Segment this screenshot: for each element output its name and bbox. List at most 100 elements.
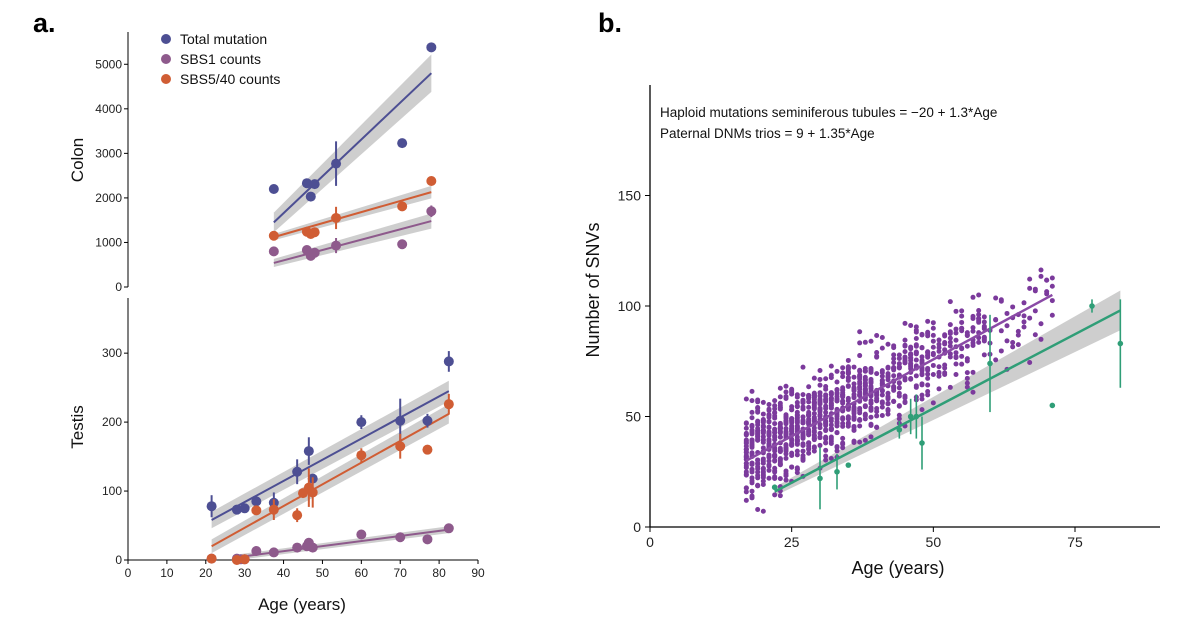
testis-xtick-label: 10 (160, 566, 174, 580)
legend-marker-sbs540 (161, 74, 171, 84)
snv-paternal-point (862, 366, 868, 372)
snv-paternal-point (1027, 276, 1033, 282)
snv-xtick-label: 25 (784, 534, 800, 550)
colon-chart: 0 1000 2000 3000 4000 5000 (95, 32, 437, 294)
snv-paternal-point (840, 435, 846, 441)
colon-sbs1-point (331, 240, 342, 251)
snv-paternal-point (936, 364, 942, 370)
snv-paternal-point (772, 474, 778, 480)
snv-paternal-point (925, 388, 931, 394)
snv-paternal-point (749, 478, 755, 484)
snv-paternal-point (783, 389, 789, 395)
snv-paternal-point (862, 437, 868, 443)
snv-haploid-ci-ribbon (774, 290, 1121, 497)
snv-paternal-point (755, 430, 761, 436)
snv-paternal-point (828, 390, 834, 396)
snv-paternal-point (902, 349, 908, 355)
testis-sbs540-point (239, 554, 250, 565)
snv-paternal-point (777, 493, 783, 499)
colon-total-point (397, 138, 408, 149)
snv-paternal-point (749, 422, 755, 428)
snv-paternal-point (834, 448, 840, 454)
snv-paternal-point (806, 384, 812, 390)
snv-paternal-point (868, 369, 874, 375)
snv-paternal-point (817, 430, 823, 436)
snv-paternal-point (840, 415, 846, 421)
snv-paternal-point (834, 413, 840, 419)
testis-xtick-label: 30 (238, 566, 252, 580)
snv-paternal-point (896, 364, 902, 370)
snv-paternal-point (851, 381, 857, 387)
snv-paternal-point (908, 357, 914, 363)
snv-paternal-point (760, 445, 766, 451)
snv-paternal-point (743, 425, 749, 431)
snv-paternal-point (919, 407, 925, 413)
snv-paternal-point (823, 409, 829, 415)
snv-paternal-point (1049, 298, 1055, 304)
snv-paternal-point (828, 455, 834, 461)
snv-haploid-point (907, 413, 914, 420)
snv-paternal-fit-line (745, 293, 1053, 462)
snv-paternal-point (811, 375, 817, 381)
testis-total-point (303, 446, 314, 457)
testis-sbs1-point (268, 547, 279, 558)
snv-paternal-point (879, 369, 885, 375)
snv-paternal-point (896, 380, 902, 386)
snv-paternal-point (1021, 300, 1027, 306)
snv-paternal-point (913, 351, 919, 357)
snv-paternal-point (823, 419, 829, 425)
snv-paternal-point (760, 456, 766, 462)
snv-paternal-point (930, 338, 936, 344)
snv-paternal-point (930, 344, 936, 350)
snv-paternal-point (834, 386, 840, 392)
snv-paternal-point (868, 383, 874, 389)
snv-paternal-point (947, 299, 953, 305)
snv-paternal-point (998, 297, 1004, 303)
snv-paternal-point (755, 437, 761, 443)
snv-chart: 0 50 100 150 0 25 50 75 (618, 85, 1160, 550)
snv-paternal-point (981, 352, 987, 358)
snv-paternal-point (1027, 285, 1033, 291)
snv-paternal-point (942, 340, 948, 346)
snv-paternal-point (789, 391, 795, 397)
colon-sbs540-point (309, 227, 320, 238)
snv-paternal-point (868, 407, 874, 413)
snv-paternal-point (953, 330, 959, 336)
snv-haploid-point (919, 440, 925, 446)
snv-paternal-point (817, 413, 823, 419)
snv-paternal-point (811, 394, 817, 400)
snv-paternal-point (981, 323, 987, 329)
snv-paternal-point (828, 434, 834, 440)
panel-b-label: b. (598, 8, 622, 38)
testis-sbs1-point (443, 523, 454, 534)
snv-paternal-point (1044, 291, 1050, 297)
snv-paternal-point (840, 393, 846, 399)
snv-paternal-point (834, 368, 840, 374)
snv-paternal-point (794, 452, 800, 458)
snv-paternal-point (857, 329, 863, 335)
snv-paternal-point (874, 424, 880, 430)
testis-xtick-label: 40 (277, 566, 291, 580)
snv-paternal-point (772, 410, 778, 416)
snv-paternal-point (783, 417, 789, 423)
snv-paternal-point (817, 382, 823, 388)
snv-paternal-point (760, 460, 766, 466)
snv-paternal-point (902, 377, 908, 383)
snv-paternal-point (743, 420, 749, 426)
snv-paternal-point (800, 448, 806, 454)
snv-paternal-point (1021, 319, 1027, 325)
snv-paternal-point (908, 344, 914, 350)
testis-sbs1-point (292, 542, 303, 553)
snv-paternal-point (840, 445, 846, 451)
snv-xtick-label: 75 (1067, 534, 1083, 550)
snv-paternal-point (953, 308, 959, 314)
snv-paternal-point (766, 406, 772, 412)
snv-paternal-point (851, 438, 857, 444)
snv-haploid-point (817, 475, 823, 482)
snv-paternal-point (789, 442, 795, 448)
snv-haploid-point (987, 360, 993, 367)
testis-sbs540-point (268, 504, 279, 515)
colon-total-point (301, 178, 312, 189)
testis-total-fit-line (211, 390, 450, 521)
snv-paternal-points (743, 267, 1055, 514)
